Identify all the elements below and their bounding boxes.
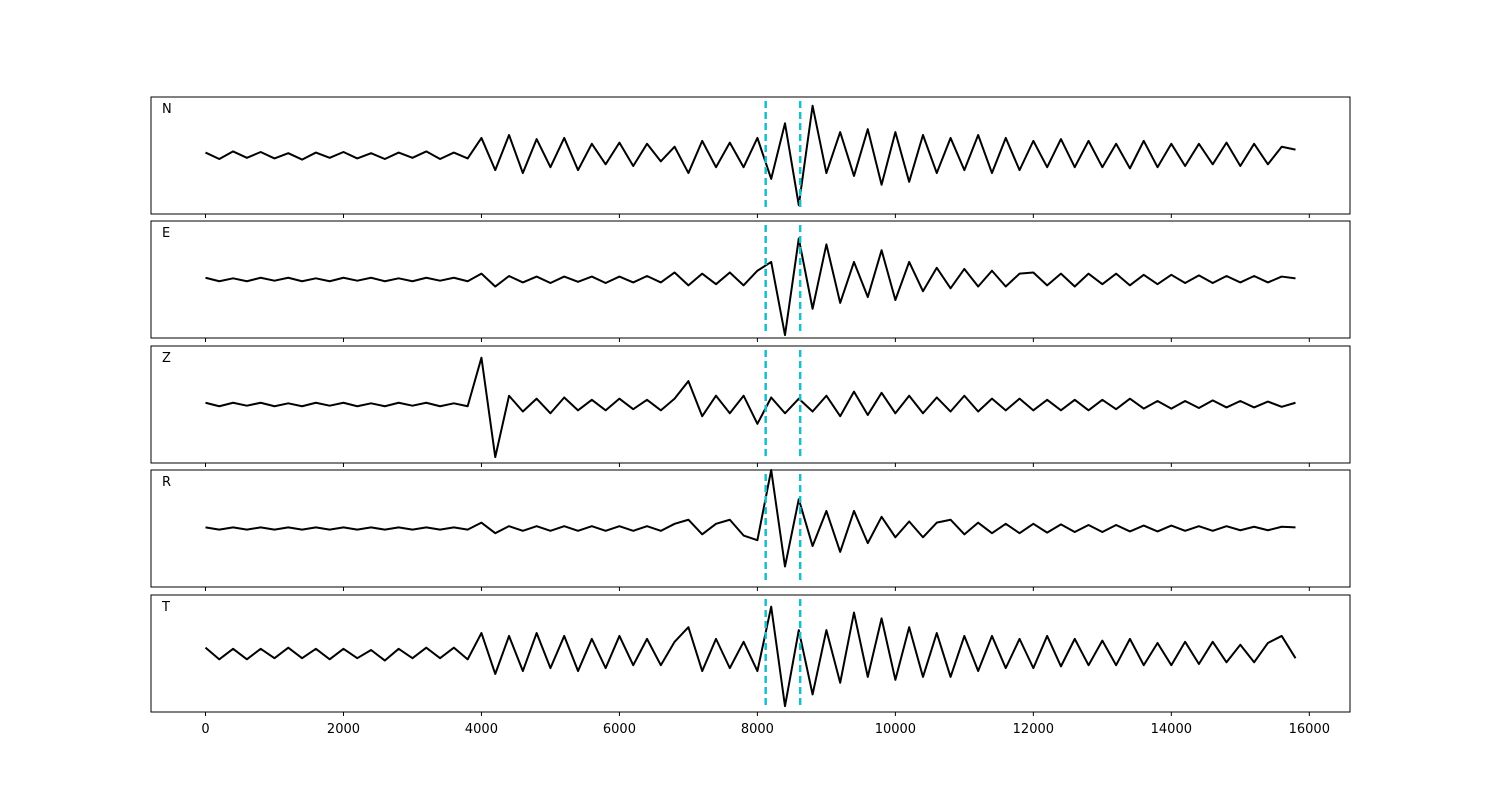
- trace: [205, 356, 1296, 459]
- trace: [205, 469, 1296, 568]
- panel-frame: [150, 594, 1351, 713]
- x-tick-label: 6000: [603, 722, 636, 737]
- x-tick-label: 4000: [465, 722, 498, 737]
- panel-frame: [150, 96, 1351, 215]
- x-tick-label: 16000: [1289, 722, 1330, 737]
- x-tick-label: 10000: [875, 722, 916, 737]
- x-tick-label: 0: [201, 722, 209, 737]
- panel-label: R: [162, 475, 171, 490]
- x-tick-label: 2000: [327, 722, 360, 737]
- x-tick-label: 14000: [1151, 722, 1192, 737]
- trace: [205, 104, 1296, 207]
- panel-frame: [150, 469, 1351, 588]
- panel-frame: [150, 345, 1351, 464]
- x-tick-label: 12000: [1013, 722, 1054, 737]
- panel-label: T: [161, 600, 170, 615]
- trace: [204, 605, 1297, 708]
- x-tick-label: 8000: [741, 722, 774, 737]
- panel-frame: [150, 220, 1351, 339]
- panel-label: E: [162, 226, 170, 241]
- panel-label: N: [162, 102, 172, 117]
- trace: [205, 237, 1296, 337]
- panel-label: Z: [162, 351, 171, 366]
